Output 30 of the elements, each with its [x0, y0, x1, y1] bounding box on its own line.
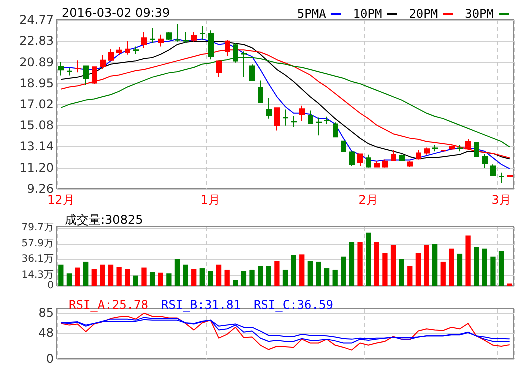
y-tick-label: 0: [46, 352, 54, 365]
x-tick-label: 3月: [492, 193, 512, 207]
y-tick-label: 13.14: [20, 140, 54, 154]
y-tick-label: 17.02: [20, 97, 54, 112]
y-tick-label: 0: [48, 280, 54, 292]
y-tick-label: 79.7万: [22, 222, 54, 234]
x-tick-label: 12月: [48, 193, 75, 207]
y-tick-label: 9.26: [27, 182, 54, 196]
x-tick-label: 1月: [200, 193, 221, 207]
legend-label: 30PM: [465, 7, 494, 21]
chart-title: 2016-03-02 09:39: [62, 6, 170, 20]
y-tick-label: 22.83: [20, 34, 54, 48]
y-tick-label: 11.20: [20, 160, 54, 175]
y-tick-label: 36.1万: [22, 254, 54, 266]
series-label: RSI_C:36.59: [254, 298, 334, 312]
y-tick-label: 24.77: [20, 13, 54, 27]
y-tick-label: 18.95: [20, 76, 54, 90]
legend-label: 10PM: [353, 7, 382, 21]
y-tick-label: 48: [38, 326, 54, 340]
y-tick-label: 20.89: [20, 55, 54, 70]
series-label: RSI_A:25.78: [69, 298, 148, 312]
y-tick-label: 15.08: [20, 118, 54, 133]
y-tick-label: 85: [38, 306, 54, 320]
legend-label: 20PM: [409, 7, 438, 21]
x-tick-label: 2月: [358, 193, 378, 207]
chart-title: 成交量:30825: [65, 213, 144, 227]
legend-label: 5PMA: [297, 7, 328, 21]
y-tick-label: 57.9万: [22, 238, 54, 250]
series-label: RSI_B:31.81: [161, 298, 241, 312]
y-tick-label: 14.3万: [22, 270, 54, 282]
